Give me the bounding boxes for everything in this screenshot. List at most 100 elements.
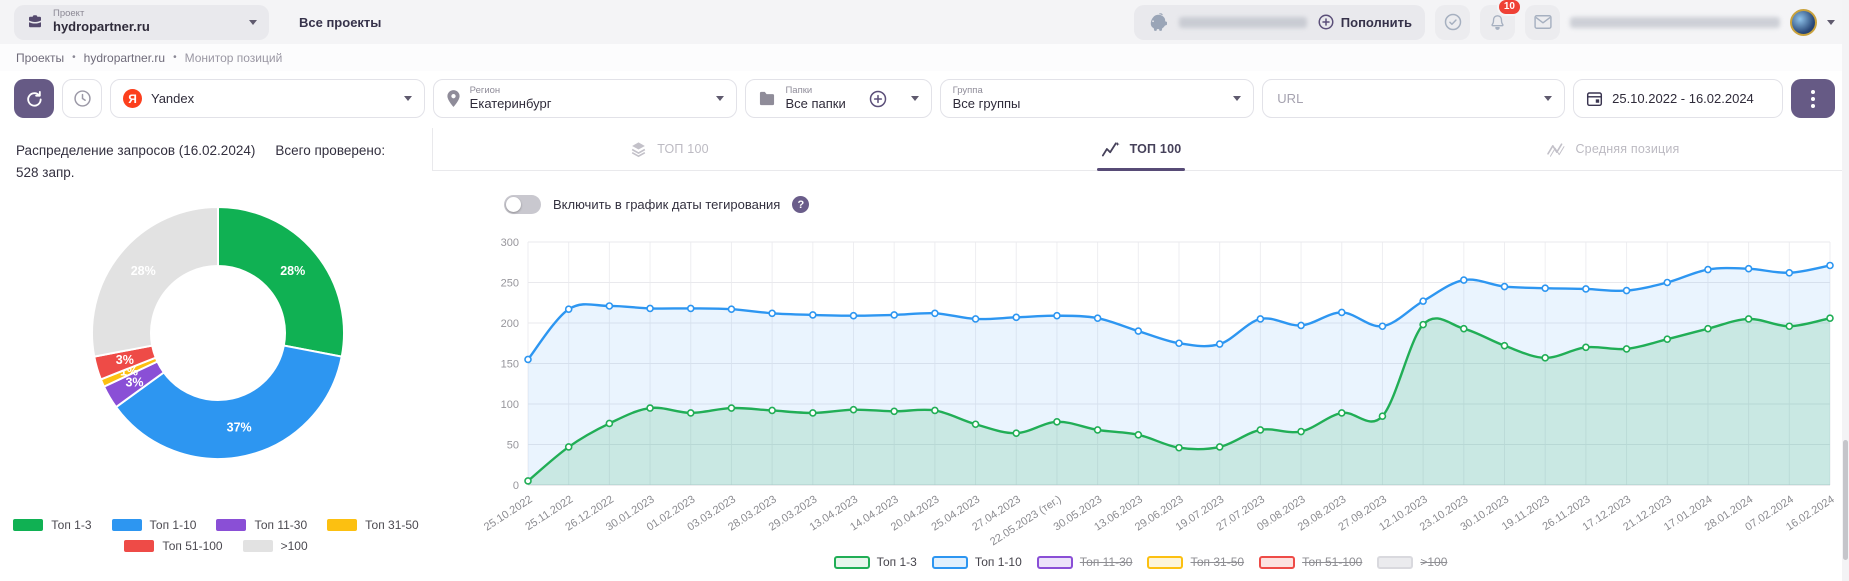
data-point[interactable] — [1785, 268, 1794, 277]
more-options-button[interactable] — [1791, 79, 1835, 118]
line-legend-item[interactable]: Топ 51-100 — [1259, 555, 1362, 569]
data-point[interactable] — [1460, 276, 1468, 284]
data-point[interactable] — [1093, 426, 1102, 434]
donut-slice[interactable] — [91, 206, 219, 358]
data-point[interactable] — [1704, 324, 1712, 333]
data-point[interactable] — [1297, 321, 1305, 330]
url-input[interactable] — [1275, 90, 1536, 107]
data-point[interactable] — [646, 304, 654, 313]
data-point[interactable] — [1256, 426, 1265, 434]
data-point[interactable] — [890, 407, 898, 416]
scrollbar-thumb[interactable] — [1843, 440, 1848, 560]
tasks-button[interactable] — [1435, 4, 1470, 40]
data-point[interactable] — [1826, 261, 1834, 270]
data-point[interactable] — [1541, 354, 1549, 362]
data-point[interactable] — [1460, 324, 1468, 333]
data-point[interactable] — [686, 409, 695, 417]
data-point[interactable] — [1826, 314, 1834, 322]
data-point[interactable] — [1785, 322, 1794, 331]
data-point[interactable] — [605, 302, 614, 310]
data-point[interactable] — [1541, 284, 1549, 292]
data-point[interactable] — [1175, 339, 1183, 348]
line-legend-item[interactable]: >100 — [1377, 555, 1447, 569]
data-point[interactable] — [1378, 412, 1387, 420]
data-point[interactable] — [524, 477, 532, 485]
data-point[interactable] — [931, 406, 939, 415]
data-point[interactable] — [931, 309, 939, 318]
data-point[interactable] — [524, 355, 532, 364]
topup-button[interactable]: Пополнить — [1317, 13, 1412, 31]
data-point[interactable] — [1337, 409, 1346, 417]
data-point[interactable] — [1256, 315, 1265, 323]
data-point[interactable] — [1337, 308, 1346, 317]
folders-select[interactable]: Папки Все папки — [745, 79, 932, 118]
data-point[interactable] — [1500, 341, 1509, 350]
donut-legend-item[interactable]: Топ 51-100 — [124, 539, 223, 553]
refresh-button[interactable] — [14, 79, 54, 118]
history-button[interactable] — [62, 79, 102, 118]
data-point[interactable] — [1744, 264, 1753, 273]
donut-legend-item[interactable]: Топ 11-30 — [216, 518, 307, 532]
avatar[interactable] — [1790, 8, 1817, 36]
data-point[interactable] — [1582, 343, 1590, 352]
line-legend-item[interactable]: Топ 31-50 — [1147, 555, 1244, 569]
data-point[interactable] — [1622, 345, 1631, 353]
data-point[interactable] — [1215, 443, 1224, 451]
data-point[interactable] — [971, 315, 980, 323]
tab-top100-chart[interactable]: ТОП 100 — [905, 128, 1377, 170]
project-selector[interactable]: Проект hydropartner.ru — [14, 4, 269, 40]
data-point[interactable] — [1134, 327, 1143, 335]
donut-legend-item[interactable]: Топ 1-3 — [13, 518, 92, 532]
data-point[interactable] — [1704, 265, 1712, 274]
user-menu-chevron-icon[interactable] — [1827, 19, 1835, 25]
add-folder-icon[interactable] — [868, 89, 888, 109]
line-legend-item[interactable]: Топ 11-30 — [1036, 555, 1132, 569]
data-point[interactable] — [564, 443, 573, 451]
data-point[interactable] — [1134, 430, 1143, 439]
search-engine-select[interactable]: Я Yandex — [110, 79, 425, 118]
tagging-dates-toggle[interactable] — [504, 195, 541, 214]
data-point[interactable] — [1012, 313, 1021, 322]
breadcrumb-projects[interactable]: Проекты — [16, 50, 65, 65]
url-filter[interactable] — [1262, 79, 1566, 118]
line-legend-item[interactable]: Топ 1-3 — [833, 555, 917, 569]
data-point[interactable] — [1500, 282, 1509, 291]
date-range-picker[interactable]: 25.10.2022 - 16.02.2024 — [1573, 79, 1783, 118]
donut-legend-item[interactable]: >100 — [242, 539, 308, 553]
data-point[interactable] — [1419, 320, 1427, 329]
data-point[interactable] — [605, 419, 614, 428]
data-point[interactable] — [1012, 429, 1021, 437]
donut-legend-item[interactable]: Топ 31-50 — [327, 518, 419, 532]
data-point[interactable] — [1175, 443, 1183, 452]
data-point[interactable] — [768, 309, 776, 318]
data-point[interactable] — [1093, 314, 1102, 322]
data-point[interactable] — [1215, 340, 1224, 348]
data-point[interactable] — [971, 420, 980, 429]
data-point[interactable] — [1419, 297, 1427, 305]
data-point[interactable] — [1622, 286, 1631, 295]
data-point[interactable] — [809, 409, 817, 417]
data-point[interactable] — [1297, 427, 1305, 436]
messages-button[interactable] — [1525, 4, 1560, 40]
help-icon[interactable]: ? — [792, 196, 810, 213]
data-point[interactable] — [1053, 311, 1061, 320]
breadcrumb-project[interactable]: hydropartner.ru — [83, 50, 166, 65]
data-point[interactable] — [849, 311, 858, 320]
data-point[interactable] — [890, 311, 898, 319]
data-point[interactable] — [849, 405, 858, 414]
data-point[interactable] — [1378, 322, 1387, 331]
line-legend-item[interactable]: Топ 1-10 — [931, 555, 1022, 569]
data-point[interactable] — [1053, 418, 1061, 426]
all-projects-link[interactable]: Все проекты — [299, 14, 382, 30]
notifications-button[interactable]: 10 — [1480, 0, 1522, 40]
data-point[interactable] — [809, 311, 817, 319]
tab-average-position[interactable]: Средняя позиция — [1377, 128, 1849, 170]
tab-top100-table[interactable]: ТОП 100 — [433, 128, 905, 170]
group-select[interactable]: Группа Все группы — [939, 79, 1255, 118]
data-point[interactable] — [727, 305, 736, 314]
data-point[interactable] — [1744, 315, 1753, 323]
donut-slice[interactable] — [114, 344, 343, 461]
data-point[interactable] — [646, 404, 654, 412]
data-point[interactable] — [1663, 335, 1672, 343]
data-point[interactable] — [686, 304, 695, 313]
